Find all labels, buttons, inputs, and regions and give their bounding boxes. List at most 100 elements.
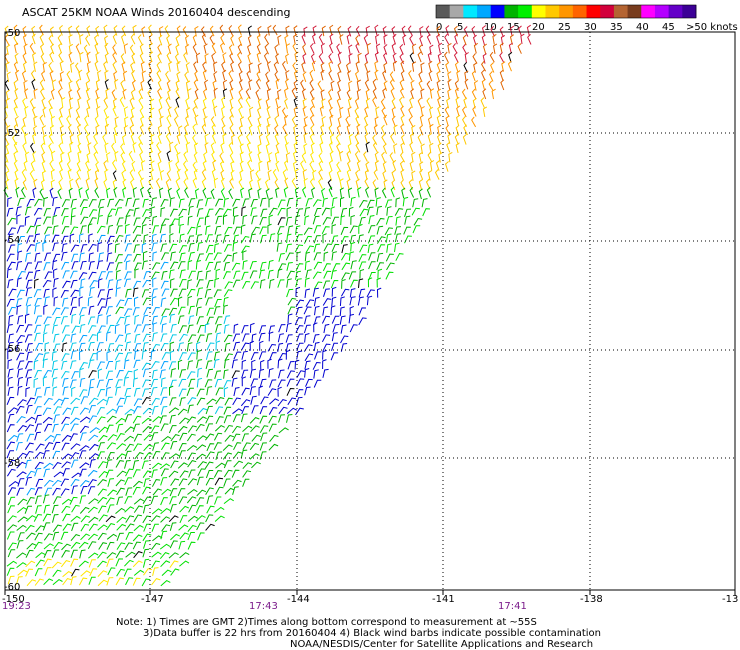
wind-barb (266, 106, 271, 117)
wind-barb (205, 333, 213, 343)
wind-barb (170, 533, 181, 541)
wind-barb (157, 124, 163, 136)
wind-barb (287, 297, 297, 306)
wind-barb (286, 378, 295, 387)
wind-barb (23, 80, 28, 91)
wind-barb (310, 142, 315, 154)
wind-barb (295, 299, 305, 308)
wind-barb (106, 408, 117, 415)
wind-barb (230, 170, 235, 181)
wind-barb (241, 271, 249, 281)
wind-barb (139, 124, 145, 135)
wind-barb (310, 151, 315, 163)
wind-barb (427, 170, 433, 181)
wind-barb (194, 188, 200, 199)
wind-barb (143, 478, 150, 488)
wind-barb (286, 262, 293, 271)
wind-barb (71, 325, 80, 334)
wind-barb (364, 79, 370, 91)
wind-barb (269, 379, 277, 388)
wind-barb (94, 187, 100, 199)
wind-barb (16, 334, 25, 343)
wind-barb (286, 407, 298, 414)
wind-barb (61, 208, 69, 217)
wind-barb (39, 114, 45, 126)
wind-barb (102, 133, 107, 145)
wind-barb (179, 369, 186, 378)
wind-barb (70, 289, 80, 298)
wind-barb (160, 243, 167, 253)
wind-barb (241, 433, 249, 442)
wind-barb (8, 314, 14, 325)
wind-barb (43, 332, 48, 343)
wind-barb (187, 279, 193, 289)
wind-barb (132, 423, 140, 433)
wind-barb (404, 215, 411, 225)
wind-barb (472, 34, 477, 46)
wind-barb (179, 532, 189, 540)
wind-barb (142, 515, 152, 524)
wind-barb (151, 397, 160, 406)
wind-barb (61, 261, 70, 270)
wind-barb (116, 369, 124, 378)
wind-barb (179, 470, 189, 478)
wind-barb (80, 396, 89, 405)
wind-barb (309, 105, 315, 117)
wind-barb (53, 268, 58, 279)
wind-barb (255, 170, 261, 181)
wind-barb (179, 279, 187, 288)
wind-barb (322, 217, 331, 225)
wind-barb (104, 42, 109, 54)
time-label: 19:23 (2, 601, 31, 612)
wind-barb (204, 323, 210, 333)
wind-barb (79, 416, 91, 423)
wind-barb (455, 142, 460, 154)
wind-barb (313, 281, 323, 290)
wind-barb (392, 33, 397, 45)
wind-barb (22, 116, 27, 128)
wind-barb (160, 199, 169, 208)
wind-barb (196, 388, 205, 397)
wind-barb (296, 342, 304, 351)
legend-swatch (477, 5, 492, 18)
wind-barb (339, 150, 344, 162)
wind-barb (321, 116, 326, 127)
wind-barb (204, 288, 212, 298)
wind-barb (42, 61, 47, 73)
wind-barb (131, 79, 136, 91)
wind-barb (309, 160, 315, 172)
wind-barb (284, 98, 289, 109)
wind-barb (68, 107, 73, 118)
wind-barb (339, 34, 344, 45)
wind-barb (392, 52, 397, 64)
wind-barb (44, 252, 52, 262)
wind-barb (239, 116, 245, 128)
wind-barb (205, 261, 214, 270)
wind-barb (160, 468, 169, 477)
wind-barb (366, 206, 374, 216)
wind-barb (428, 60, 433, 72)
wind-barb (367, 235, 376, 244)
wind-barb (251, 215, 258, 225)
wind-barb (437, 142, 442, 154)
wind-barb (7, 549, 16, 558)
wind-barb (302, 186, 307, 198)
wind-barb (196, 279, 204, 288)
wind-barb (212, 159, 217, 171)
wind-barb (42, 376, 48, 387)
wind-barb (223, 324, 230, 334)
wind-barb (105, 116, 110, 127)
wind-barb (6, 450, 14, 459)
wind-barb (318, 160, 323, 172)
wind-barb (188, 242, 195, 252)
wind-barb (105, 396, 113, 406)
wind-barb (132, 377, 138, 388)
wind-barb (219, 152, 225, 164)
wind-barb (425, 178, 431, 190)
wind-barb (96, 350, 102, 361)
wind-barb (204, 142, 209, 153)
wind-barb (106, 252, 113, 262)
wind-barb (293, 141, 298, 153)
wind-barb (409, 97, 413, 108)
wind-barb (107, 224, 114, 235)
